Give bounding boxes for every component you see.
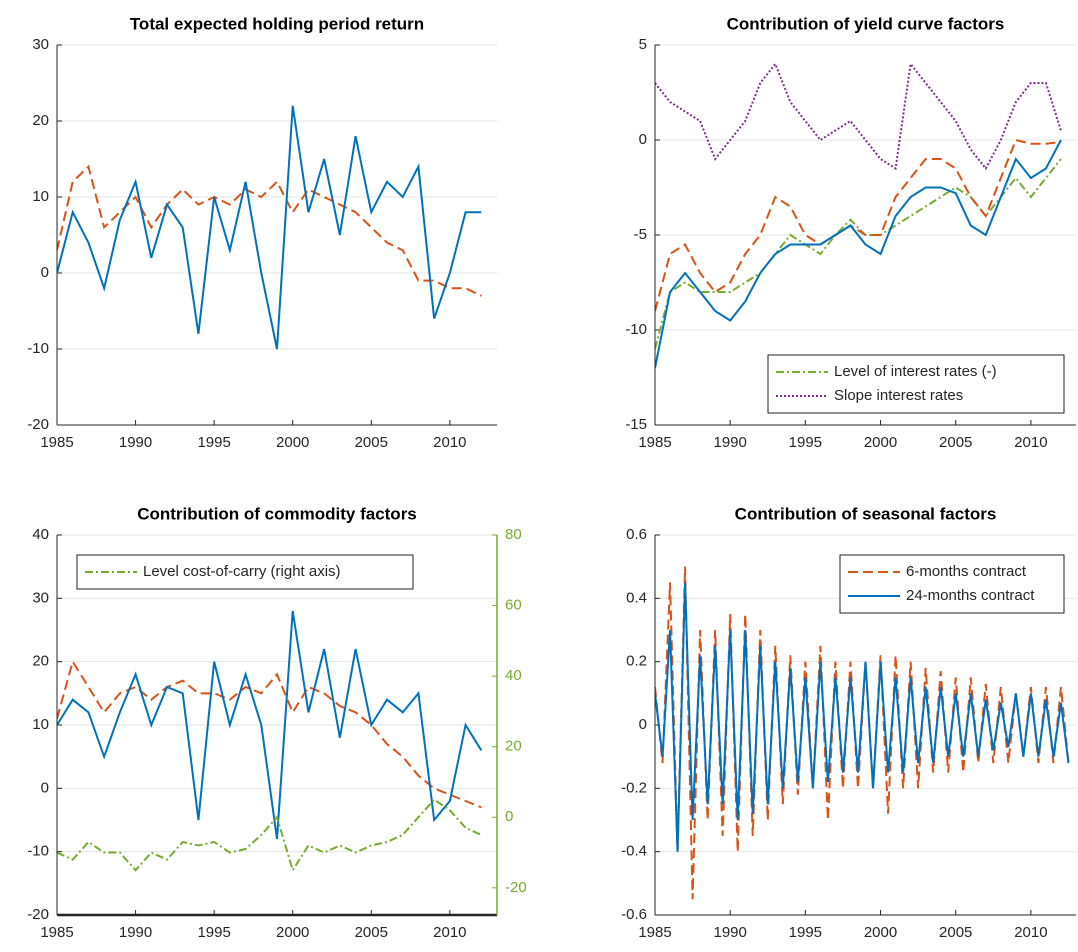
x-tick-label: 2010 <box>433 434 466 451</box>
legend-box <box>839 554 1065 614</box>
x-tick-label: 1995 <box>789 924 822 941</box>
y-tick-label: 0 <box>41 264 49 281</box>
y-tick-label: 10 <box>32 188 49 205</box>
series-line <box>655 158 1062 350</box>
y-tick-label: 10 <box>32 716 49 733</box>
series-line <box>655 139 1062 369</box>
x-tick-label: 1995 <box>197 924 230 941</box>
series-line <box>57 164 482 297</box>
x-tick-label: 1995 <box>789 434 822 451</box>
x-tick-label: 2005 <box>939 924 972 941</box>
chart-title: Total expected holding period return <box>130 14 424 33</box>
legend-box <box>767 354 1065 414</box>
y-tick-label: -10 <box>27 843 49 860</box>
y-tick-label: 5 <box>639 36 647 53</box>
x-tick-label: 2000 <box>864 434 897 451</box>
chart-title: Contribution of yield curve factors <box>727 14 1005 33</box>
y-tick-label: -20 <box>27 906 49 923</box>
y2-tick-label: -20 <box>505 879 527 896</box>
x-tick-label: 1985 <box>638 924 671 941</box>
series-line <box>57 105 482 350</box>
y-tick-label: 0.4 <box>626 589 647 606</box>
series-line <box>57 798 482 873</box>
y-tick-label: 0.2 <box>626 653 647 670</box>
series-line <box>655 61 1062 171</box>
x-tick-label: 2010 <box>433 924 466 941</box>
y-tick-label: 30 <box>32 589 49 606</box>
y2-tick-label: 60 <box>505 597 522 614</box>
y2-tick-label: 40 <box>505 667 522 684</box>
y-tick-label: 0 <box>639 131 647 148</box>
series-line <box>655 582 1070 852</box>
legend-label: Level of interest rates (-) <box>834 363 997 380</box>
y2-tick-label: 20 <box>505 738 522 755</box>
x-tick-label: 1990 <box>119 434 152 451</box>
x-tick-label: 1990 <box>713 434 746 451</box>
y-tick-label: 20 <box>32 653 49 670</box>
y-tick-label: -10 <box>625 321 647 338</box>
x-tick-label: 2010 <box>1014 924 1047 941</box>
x-tick-label: 2005 <box>355 434 388 451</box>
x-tick-label: 1990 <box>713 924 746 941</box>
y-tick-label: 0.6 <box>626 526 647 543</box>
y-tick-label: -0.2 <box>621 779 647 796</box>
y2-tick-label: 0 <box>505 808 513 825</box>
x-tick-label: 2000 <box>864 924 897 941</box>
x-tick-label: 1985 <box>40 924 73 941</box>
y-tick-label: -5 <box>634 226 647 243</box>
x-tick-label: 2005 <box>355 924 388 941</box>
y-tick-label: -20 <box>27 416 49 433</box>
x-tick-label: 2005 <box>939 434 972 451</box>
y-tick-label: -10 <box>27 340 49 357</box>
x-tick-label: 1985 <box>40 434 73 451</box>
series-line <box>57 659 482 809</box>
y-tick-label: -0.6 <box>621 906 647 923</box>
y-tick-label: 30 <box>32 36 49 53</box>
x-tick-label: 1985 <box>638 434 671 451</box>
legend-label: 6-months contract <box>906 563 1027 580</box>
series-line <box>655 138 1062 312</box>
legend-label: 24-months contract <box>906 587 1035 604</box>
y-tick-label: 0 <box>639 716 647 733</box>
x-tick-label: 1990 <box>119 924 152 941</box>
y2-tick-label: 80 <box>505 526 522 543</box>
legend-label: Slope interest rates <box>834 387 963 404</box>
y-tick-label: 20 <box>32 112 49 129</box>
x-tick-label: 2000 <box>276 434 309 451</box>
chart-title: Contribution of commodity factors <box>137 504 417 523</box>
x-tick-label: 2010 <box>1014 434 1047 451</box>
x-tick-label: 1995 <box>197 434 230 451</box>
y-tick-label: -0.4 <box>621 843 647 860</box>
y-tick-label: -15 <box>625 416 647 433</box>
y-tick-label: 40 <box>32 526 49 543</box>
x-tick-label: 2000 <box>276 924 309 941</box>
chart-title: Contribution of seasonal factors <box>735 504 997 523</box>
legend-label: Level cost-of-carry (right axis) <box>143 563 341 580</box>
series-line <box>57 610 483 840</box>
y-tick-label: 0 <box>41 779 49 796</box>
